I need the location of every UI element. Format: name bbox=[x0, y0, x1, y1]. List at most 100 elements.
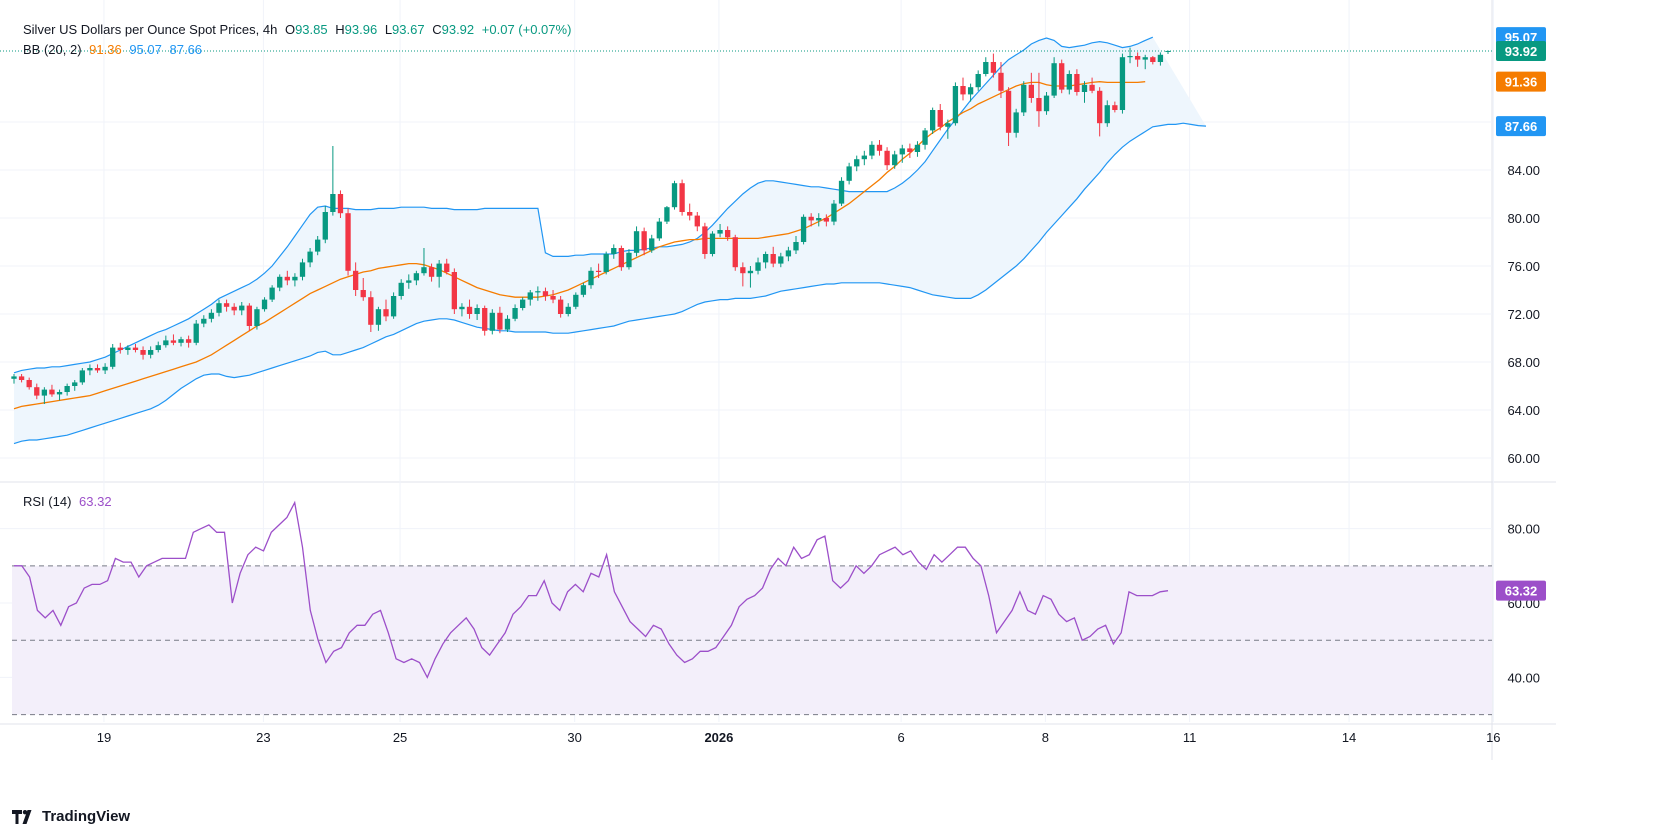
candle[interactable] bbox=[1066, 70, 1072, 95]
candle[interactable] bbox=[231, 303, 237, 316]
candle[interactable] bbox=[990, 53, 997, 78]
candle[interactable] bbox=[725, 226, 731, 241]
candle[interactable] bbox=[687, 203, 693, 221]
candle[interactable] bbox=[64, 383, 70, 396]
candle[interactable] bbox=[315, 236, 321, 256]
candle[interactable] bbox=[861, 150, 867, 166]
candle[interactable] bbox=[557, 296, 564, 318]
candle[interactable] bbox=[125, 345, 131, 355]
candle[interactable] bbox=[1021, 81, 1027, 116]
candle[interactable] bbox=[34, 383, 40, 400]
candle[interactable] bbox=[163, 335, 169, 348]
candle[interactable] bbox=[1081, 81, 1088, 103]
candle[interactable] bbox=[474, 304, 480, 320]
candle[interactable] bbox=[793, 236, 799, 254]
candle[interactable] bbox=[1150, 56, 1156, 65]
candle[interactable] bbox=[41, 387, 48, 404]
candle[interactable] bbox=[1005, 87, 1012, 146]
candle[interactable] bbox=[444, 258, 450, 275]
candle[interactable] bbox=[527, 290, 533, 306]
candle[interactable] bbox=[1074, 69, 1080, 96]
candle[interactable] bbox=[967, 83, 974, 102]
candle[interactable] bbox=[489, 309, 495, 335]
candle[interactable] bbox=[679, 179, 685, 216]
candle[interactable] bbox=[884, 147, 890, 170]
candle[interactable] bbox=[466, 299, 473, 319]
candle[interactable] bbox=[929, 107, 936, 134]
candle[interactable] bbox=[952, 82, 959, 126]
candle[interactable] bbox=[998, 62, 1004, 98]
candle[interactable] bbox=[922, 128, 928, 150]
candle[interactable] bbox=[504, 315, 511, 332]
candle[interactable] bbox=[762, 251, 769, 269]
candle[interactable] bbox=[436, 260, 442, 288]
candle[interactable] bbox=[170, 334, 177, 346]
candle[interactable] bbox=[800, 214, 807, 245]
candle[interactable] bbox=[269, 285, 275, 302]
candle[interactable] bbox=[413, 270, 420, 286]
candle[interactable] bbox=[876, 140, 883, 156]
candle[interactable] bbox=[330, 146, 336, 216]
candle[interactable] bbox=[770, 246, 776, 268]
candle[interactable] bbox=[390, 292, 397, 319]
candle[interactable] bbox=[56, 389, 63, 401]
candle[interactable] bbox=[983, 57, 989, 77]
candle[interactable] bbox=[755, 257, 761, 275]
candle[interactable] bbox=[26, 377, 32, 390]
candle[interactable] bbox=[626, 249, 632, 270]
candle[interactable] bbox=[1013, 108, 1019, 138]
candle[interactable] bbox=[360, 278, 366, 301]
candle[interactable] bbox=[671, 180, 678, 210]
candle[interactable] bbox=[482, 305, 488, 336]
candle[interactable] bbox=[1036, 72, 1042, 127]
candle[interactable] bbox=[451, 268, 457, 314]
candle[interactable] bbox=[345, 208, 351, 276]
candle[interactable] bbox=[87, 364, 93, 376]
candle[interactable] bbox=[155, 341, 161, 353]
candle[interactable] bbox=[1097, 87, 1103, 137]
candle[interactable] bbox=[79, 368, 85, 385]
candle[interactable] bbox=[1089, 77, 1095, 94]
candle[interactable] bbox=[383, 299, 389, 322]
tradingview-logo[interactable]: TradingView bbox=[12, 808, 130, 825]
candle[interactable] bbox=[846, 162, 852, 185]
candle[interactable] bbox=[246, 303, 253, 331]
candle[interactable] bbox=[421, 248, 427, 276]
candle[interactable] bbox=[808, 213, 814, 227]
candle[interactable] bbox=[261, 297, 268, 312]
candle[interactable] bbox=[945, 119, 951, 139]
candle[interactable] bbox=[573, 292, 579, 310]
candle[interactable] bbox=[193, 320, 199, 346]
candle[interactable] bbox=[611, 244, 617, 259]
candle[interactable] bbox=[664, 206, 670, 224]
candle[interactable] bbox=[892, 150, 898, 169]
candle[interactable] bbox=[907, 143, 913, 158]
candle[interactable] bbox=[649, 234, 655, 253]
candle[interactable] bbox=[869, 141, 875, 160]
candle[interactable] bbox=[595, 263, 602, 278]
candle[interactable] bbox=[140, 346, 146, 360]
rsi-pane[interactable] bbox=[12, 500, 1492, 716]
candle[interactable] bbox=[72, 380, 78, 391]
candle[interactable] bbox=[1059, 59, 1065, 94]
candle[interactable] bbox=[740, 262, 746, 287]
candle[interactable] bbox=[178, 336, 184, 347]
candle[interactable] bbox=[352, 262, 359, 296]
candle[interactable] bbox=[11, 374, 17, 384]
candle[interactable] bbox=[132, 344, 139, 353]
candle[interactable] bbox=[322, 206, 328, 244]
candle[interactable] bbox=[307, 248, 313, 268]
candle[interactable] bbox=[49, 384, 55, 397]
candle[interactable] bbox=[375, 306, 382, 331]
candle[interactable] bbox=[747, 266, 754, 288]
candle[interactable] bbox=[223, 299, 230, 312]
candle[interactable] bbox=[299, 258, 306, 281]
candle[interactable] bbox=[831, 200, 837, 226]
candle[interactable] bbox=[337, 190, 344, 218]
candle[interactable] bbox=[535, 286, 541, 301]
candle[interactable] bbox=[975, 70, 981, 91]
candle[interactable] bbox=[1104, 100, 1110, 127]
candle[interactable] bbox=[208, 309, 215, 323]
candle[interactable] bbox=[633, 226, 640, 257]
candle[interactable] bbox=[618, 245, 625, 271]
